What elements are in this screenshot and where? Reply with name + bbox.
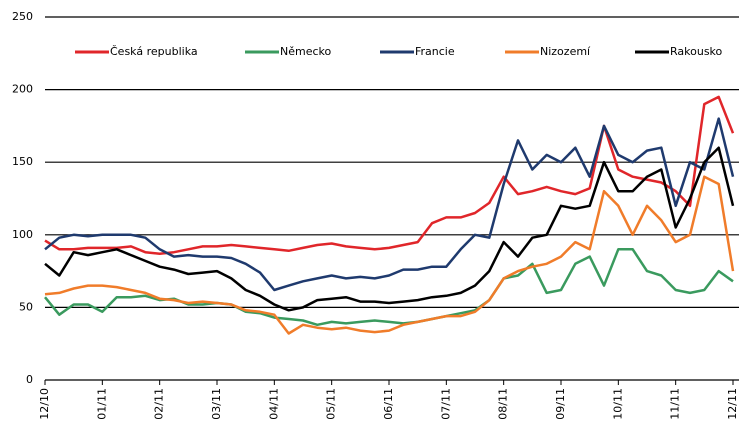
legend-label: Česká republika (110, 45, 198, 58)
x-tick-label: 12/10 (38, 388, 51, 420)
x-tick-label: 04/11 (267, 388, 280, 420)
y-tick-label: 250 (12, 10, 33, 23)
series-line (44, 175, 735, 335)
legend-label: Nizozemí (540, 45, 591, 58)
series-line (44, 248, 734, 327)
y-tick-label: 150 (12, 155, 33, 168)
y-tick-label: 50 (19, 300, 33, 313)
legend-label: Rakousko (670, 45, 723, 58)
x-tick-label: 10/11 (611, 388, 624, 420)
x-tick-label: 08/11 (497, 388, 510, 420)
x-tick-label: 07/11 (439, 388, 452, 420)
series-line (44, 146, 735, 312)
x-tick-label: 03/11 (210, 388, 223, 420)
series-line (44, 117, 735, 292)
y-tick-label: 0 (26, 373, 33, 386)
x-tick-label: 05/11 (325, 388, 338, 420)
x-tick-label: 02/11 (153, 388, 166, 420)
x-tick-label: 11/11 (669, 388, 682, 420)
x-tick-label: 09/11 (554, 388, 567, 420)
x-tick-label: 01/11 (95, 388, 108, 420)
legend-label: Německo (280, 45, 332, 58)
y-tick-label: 100 (12, 228, 33, 241)
x-tick-label: 12/11 (726, 388, 739, 420)
series-line (44, 95, 735, 255)
x-tick-label: 06/11 (382, 388, 395, 420)
legend-label: Francie (415, 45, 455, 58)
y-tick-label: 200 (12, 83, 33, 96)
